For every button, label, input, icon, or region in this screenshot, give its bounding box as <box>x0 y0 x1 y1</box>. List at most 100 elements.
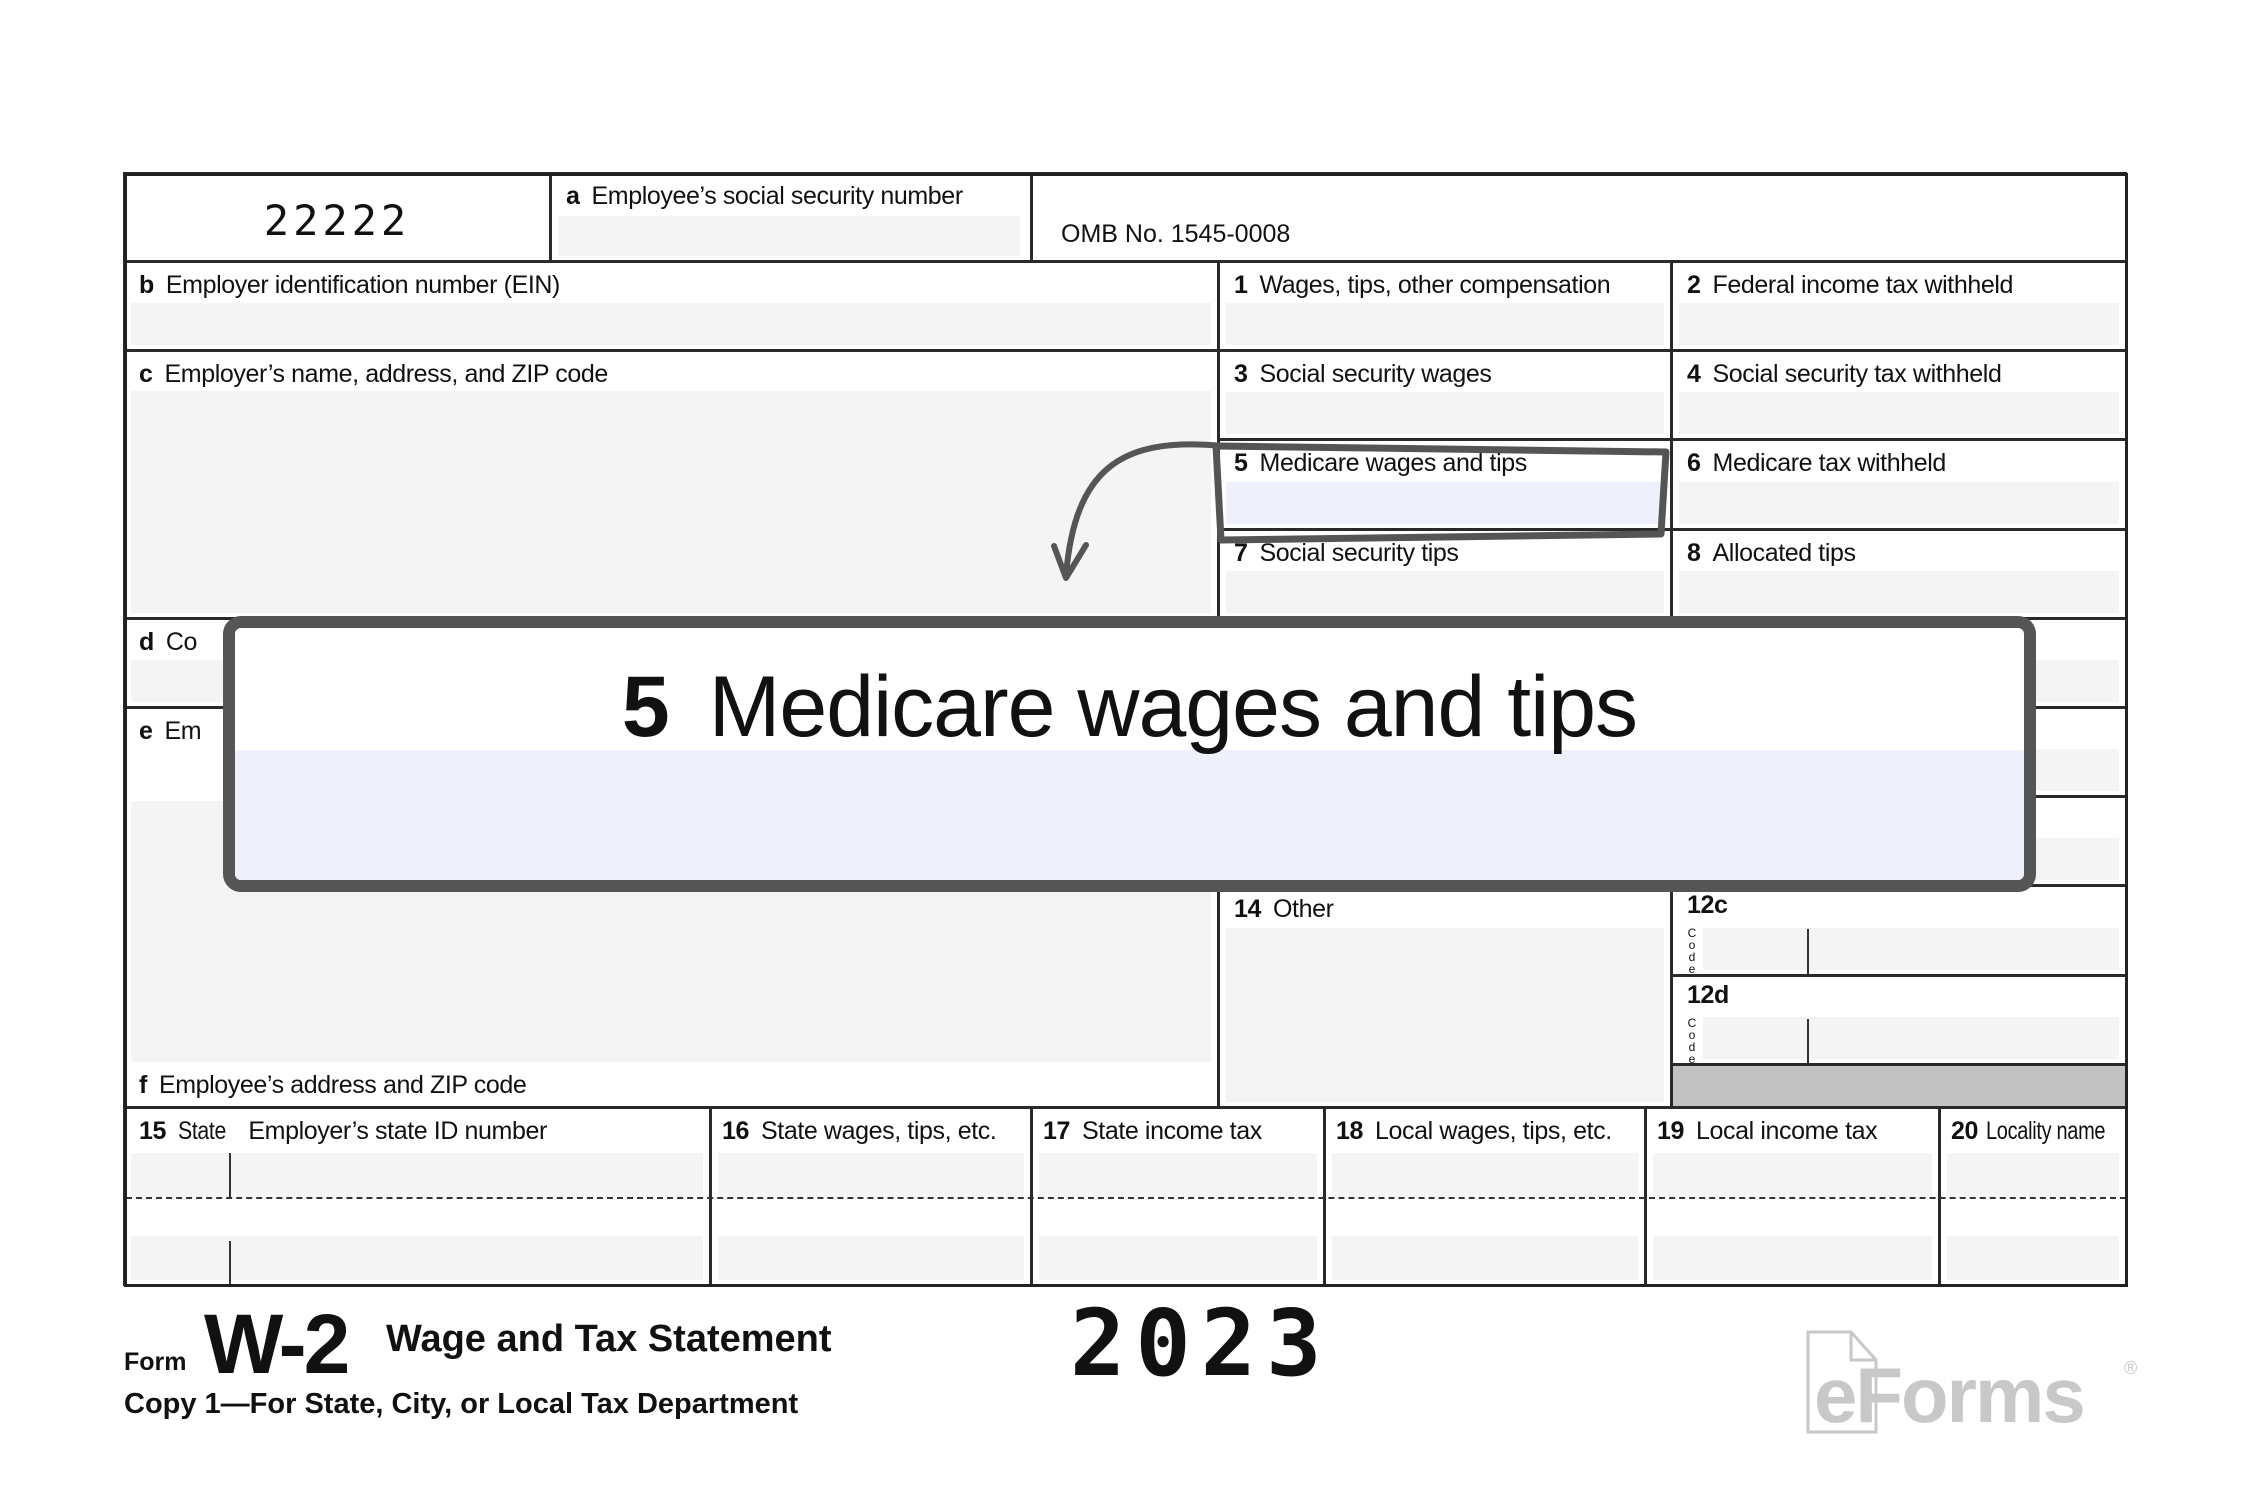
box-7[interactable]: 7 Social security tips <box>1218 529 1672 619</box>
box-15[interactable]: 15 State Employer’s state ID number <box>123 1107 711 1287</box>
box-number: 18 <box>1336 1117 1364 1145</box>
document-icon <box>1806 1330 1878 1434</box>
box-3[interactable]: 3 Social security wages <box>1218 350 1672 440</box>
box-number: e <box>139 717 153 745</box>
box-17[interactable]: 17 State income tax <box>1031 1107 1325 1286</box>
box-number: 20 <box>1951 1117 1979 1145</box>
ssn-field[interactable] <box>558 216 1020 256</box>
box-label: Local wages, tips, etc. <box>1375 1117 1612 1145</box>
box-8[interactable]: 8 Allocated tips <box>1671 529 2127 619</box>
ss-tax-field[interactable] <box>1679 392 2119 434</box>
box-label: State <box>178 1117 226 1145</box>
wages-field[interactable] <box>1226 303 1664 345</box>
callout-title: 5 Medicare wages and tips <box>235 658 2024 757</box>
box-14[interactable]: 14 Other <box>1218 885 1672 1108</box>
form-word: Form <box>124 1348 187 1376</box>
box-number: 7 <box>1234 539 1248 567</box>
tax-year: 2023 <box>1070 1290 1332 1397</box>
callout-field <box>235 750 2024 880</box>
row-divider <box>126 1197 2126 1199</box>
form-code-cell: 22222 <box>123 172 551 262</box>
code-12c-field[interactable] <box>1703 928 2119 970</box>
state-field-2[interactable] <box>131 1236 703 1280</box>
employer-name-field[interactable] <box>131 391 1211 613</box>
box-label: Employer’s state ID number <box>248 1117 547 1145</box>
omb-number: OMB No. 1545-0008 <box>1061 220 1291 248</box>
box-number: 19 <box>1657 1117 1685 1145</box>
box-6[interactable]: 6 Medicare tax withheld <box>1671 439 2127 530</box>
state-field-1[interactable] <box>131 1153 703 1197</box>
medicare-wages-field[interactable] <box>1226 482 1664 524</box>
box-label: Other <box>1273 895 1334 923</box>
box-number: b <box>139 271 154 299</box>
ein-field[interactable] <box>131 303 1211 345</box>
highlight-rect <box>1212 442 1670 544</box>
box-label: State income tax <box>1082 1117 1262 1145</box>
code-label: C o d e <box>1687 1016 1697 1066</box>
box-number: 12c <box>1687 891 1728 919</box>
form-code: 22222 <box>263 196 411 245</box>
box-number: 4 <box>1687 360 1701 388</box>
copy-label: Copy 1—For State, City, or Local Tax Dep… <box>124 1388 799 1420</box>
box-number: 8 <box>1687 539 1701 567</box>
box-4[interactable]: 4 Social security tax withheld <box>1671 350 2127 440</box>
eforms-logo: eForms ® <box>1806 1330 2146 1440</box>
box-number: 16 <box>722 1117 750 1145</box>
box-20[interactable]: 20 Locality name <box>1939 1107 2127 1286</box>
logo-text: eForms <box>1814 1351 2086 1439</box>
box-18[interactable]: 18 Local wages, tips, etc. <box>1324 1107 1646 1286</box>
box-number: 5 <box>1234 449 1248 477</box>
box-2[interactable]: 2 Federal income tax withheld <box>1671 261 2127 351</box>
allocated-tips-field[interactable] <box>1679 571 2119 613</box>
box-label: Social security tips <box>1259 539 1459 567</box>
medicare-tax-field[interactable] <box>1679 482 2119 524</box>
box-label: Social security tax withheld <box>1712 360 2002 388</box>
code-12d-field[interactable] <box>1703 1017 2119 1059</box>
arrowhead-icon <box>1051 542 1089 581</box>
box-label: State wages, tips, etc. <box>761 1117 997 1145</box>
ss-wages-field[interactable] <box>1226 392 1664 434</box>
box-number: 15 <box>139 1117 167 1145</box>
form-title: Wage and Tax Statement <box>386 1318 832 1360</box>
box-label: Social security wages <box>1259 360 1492 388</box>
arrow-curve-icon <box>1063 441 1225 578</box>
box-number: f <box>139 1071 147 1099</box>
registered-mark: ® <box>2124 1358 2138 1378</box>
box-label: Employee’s social security number <box>591 182 964 210</box>
box-number: d <box>139 628 154 656</box>
callout-number: 5 <box>621 659 670 755</box>
callout-box: 5 Medicare wages and tips <box>223 616 2036 892</box>
box-number: 2 <box>1687 271 1701 299</box>
box-16[interactable]: 16 State wages, tips, etc. <box>710 1107 1032 1286</box>
box-label: Wages, tips, other compensation <box>1259 271 1611 299</box>
box-label: Medicare wages and tips <box>1259 449 1528 477</box>
box-12d[interactable]: 12d C o d e <box>1671 975 2127 1065</box>
shaded-box <box>1671 1064 2127 1108</box>
box-label: Federal income tax withheld <box>1712 271 2014 299</box>
form-name: W-2 <box>204 1297 350 1391</box>
federal-tax-field[interactable] <box>1679 303 2119 345</box>
box-number: 17 <box>1043 1117 1071 1145</box>
box-label: Allocated tips <box>1712 539 1857 567</box>
box-c[interactable]: c Employer’s name, address, and ZIP code <box>123 350 1219 619</box>
box-label: Local income tax <box>1696 1117 1878 1145</box>
box-number: 12d <box>1687 981 1729 1009</box>
box-number: c <box>139 360 153 388</box>
box-12c[interactable]: 12c C o d e <box>1671 885 2127 976</box>
box-number: 1 <box>1234 271 1248 299</box>
box-label: Locality name <box>1986 1117 2106 1145</box>
box-label: Employer identification number (EIN) <box>165 271 561 299</box>
box-number: a <box>566 182 580 210</box>
box-number: 3 <box>1234 360 1248 388</box>
box-label: Employer’s name, address, and ZIP code <box>164 360 609 388</box>
box-19[interactable]: 19 Local income tax <box>1645 1107 1940 1286</box>
box-1[interactable]: 1 Wages, tips, other compensation <box>1218 261 1672 351</box>
box-number: 6 <box>1687 449 1701 477</box>
code-label: C o d e <box>1687 926 1697 976</box>
callout-label: Medicare wages and tips <box>708 659 1638 755</box>
other-field[interactable] <box>1226 928 1664 1102</box>
box-number: 14 <box>1234 895 1262 923</box>
box-label: Em <box>164 717 202 745</box>
ss-tips-field[interactable] <box>1226 571 1664 613</box>
